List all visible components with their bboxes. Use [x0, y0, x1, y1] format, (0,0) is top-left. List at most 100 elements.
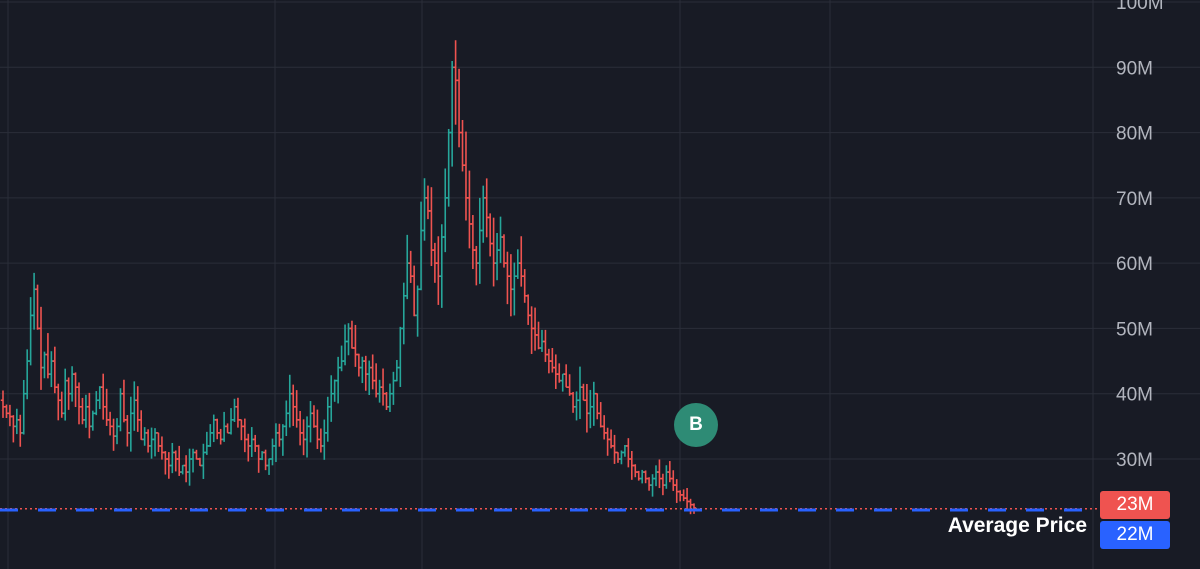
ohlc-bar — [449, 60, 455, 167]
y-tick-label: 100M — [1116, 0, 1164, 14]
ohlc-bar — [294, 390, 299, 428]
ohlc-bar — [18, 414, 23, 447]
ohlc-bar — [380, 368, 386, 406]
ohlc-bar — [132, 381, 137, 431]
ohlc-bar — [349, 320, 355, 349]
ohlc-bar — [446, 128, 451, 207]
ohlc-bar — [615, 451, 621, 463]
ohlc-bar — [121, 379, 127, 423]
ohlc-bar — [408, 250, 413, 283]
y-tick-label: 80M — [1116, 124, 1153, 145]
ohlc-bar — [62, 368, 68, 421]
ohlc-bar — [180, 464, 185, 475]
ohlc-bar — [422, 178, 427, 241]
ohlc-bar — [173, 450, 178, 472]
ohlc-bar — [484, 178, 489, 238]
ohlc-bar — [550, 347, 555, 373]
buy-marker[interactable]: B — [674, 403, 718, 447]
ohlc-bar — [456, 68, 462, 148]
ohlc-bar — [342, 324, 348, 366]
ohlc-bar — [595, 392, 600, 420]
ohlc-bar — [38, 306, 44, 390]
ohlc-bar — [370, 354, 375, 390]
ohlc-bar — [584, 383, 590, 433]
ohlc-bar — [225, 423, 230, 434]
ohlc-bar — [273, 423, 279, 463]
ohlc-bar — [339, 345, 344, 372]
ohlc-bar — [242, 418, 248, 453]
ohlc-bar — [135, 386, 140, 432]
ohlc-bar — [591, 381, 597, 426]
ohlc-bar — [598, 402, 603, 428]
ohlc-bar — [159, 436, 165, 460]
ohlc-bar — [308, 401, 313, 443]
ohlc-bar — [650, 474, 655, 497]
ohlc-bar — [405, 234, 410, 300]
ohlc-bar — [287, 374, 292, 428]
ohlc-bar — [45, 333, 51, 379]
ohlc-bar — [487, 213, 493, 257]
ohlc-bar — [588, 389, 593, 429]
ohlc-bar — [215, 418, 220, 440]
ohlc-bar — [581, 383, 586, 402]
ohlc-bar — [657, 459, 662, 489]
ohlc-bar — [411, 265, 417, 317]
ohlc-bar — [577, 366, 583, 419]
y-tick-label: 30M — [1116, 450, 1153, 471]
ohlc-bar — [373, 363, 379, 398]
ohlc-bar — [553, 354, 558, 389]
ohlc-bar — [125, 415, 130, 447]
ohlc-bar — [377, 379, 382, 403]
ohlc-bar — [246, 433, 251, 462]
ohlc-bar — [208, 424, 213, 447]
ohlc-bar — [522, 269, 527, 303]
ohlc-bar — [142, 427, 147, 446]
ohlc-bar — [204, 431, 210, 455]
ohlc-bar — [325, 396, 330, 442]
ohlc-bar — [83, 394, 89, 428]
ohlc-bar — [263, 449, 268, 471]
y-tick-label: 50M — [1116, 319, 1153, 340]
ohlc-bar — [194, 449, 199, 460]
ohlc-bar — [512, 262, 517, 316]
ohlc-bar — [145, 429, 151, 453]
ohlc-bar — [560, 373, 565, 392]
ohlc-bar — [394, 360, 400, 382]
ohlc-bar — [498, 216, 503, 263]
ohlc-bar — [387, 383, 393, 413]
ohlc-bar — [415, 285, 420, 337]
ohlc-bar — [443, 168, 448, 253]
ohlc-bar — [94, 391, 99, 416]
ohlc-bar — [335, 356, 341, 404]
ohlc-bar — [453, 40, 458, 125]
ohlc-bar — [664, 465, 669, 489]
ohlc-bar — [677, 490, 683, 502]
ohlc-bar — [646, 477, 652, 491]
ohlc-bar — [218, 428, 223, 445]
ohlc-bar — [525, 294, 531, 325]
ohlc-bars — [0, 40, 697, 515]
ohlc-bar — [470, 215, 476, 270]
ohlc-bar — [536, 321, 541, 350]
average-price-label: Average Price — [947, 514, 1087, 537]
last-price-badge: 23M — [1100, 491, 1170, 519]
ohlc-bar — [73, 372, 78, 408]
y-tick-label: 40M — [1116, 385, 1153, 406]
ohlc-bar — [391, 371, 396, 405]
ohlc-bar — [429, 187, 434, 267]
ohlc-bar — [284, 400, 289, 436]
ohlc-bar — [49, 351, 54, 388]
ohlc-bar — [114, 418, 120, 445]
ohlc-bar — [436, 236, 441, 305]
ohlc-bar — [163, 451, 168, 475]
ohlc-bar — [398, 326, 403, 387]
ohlc-bar — [353, 324, 358, 367]
ohlc-bar — [42, 351, 47, 379]
ohlc-bar — [401, 282, 406, 345]
y-tick-label: 70M — [1116, 189, 1153, 210]
ohlc-bar — [266, 458, 272, 475]
ohlc-bar — [322, 419, 327, 460]
ohlc-bar — [315, 409, 320, 449]
